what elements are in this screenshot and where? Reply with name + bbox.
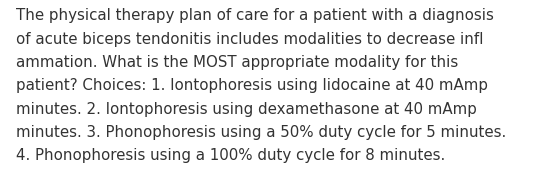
Text: minutes. 3. Phonophoresis using a 50% duty cycle for 5 minutes.: minutes. 3. Phonophoresis using a 50% du… (16, 125, 506, 140)
Text: 4. Phonophoresis using a 100% duty cycle for 8 minutes.: 4. Phonophoresis using a 100% duty cycle… (16, 148, 445, 163)
Text: of acute biceps tendonitis includes modalities to decrease infl: of acute biceps tendonitis includes moda… (16, 32, 483, 47)
Text: minutes. 2. Iontophoresis using dexamethasone at 40 mAmp: minutes. 2. Iontophoresis using dexameth… (16, 102, 477, 117)
Text: The physical therapy plan of care for a patient with a diagnosis: The physical therapy plan of care for a … (16, 8, 493, 24)
Text: ammation. What is the MOST appropriate modality for this: ammation. What is the MOST appropriate m… (16, 55, 458, 70)
Text: patient? Choices: 1. Iontophoresis using lidocaine at 40 mAmp: patient? Choices: 1. Iontophoresis using… (16, 78, 488, 93)
